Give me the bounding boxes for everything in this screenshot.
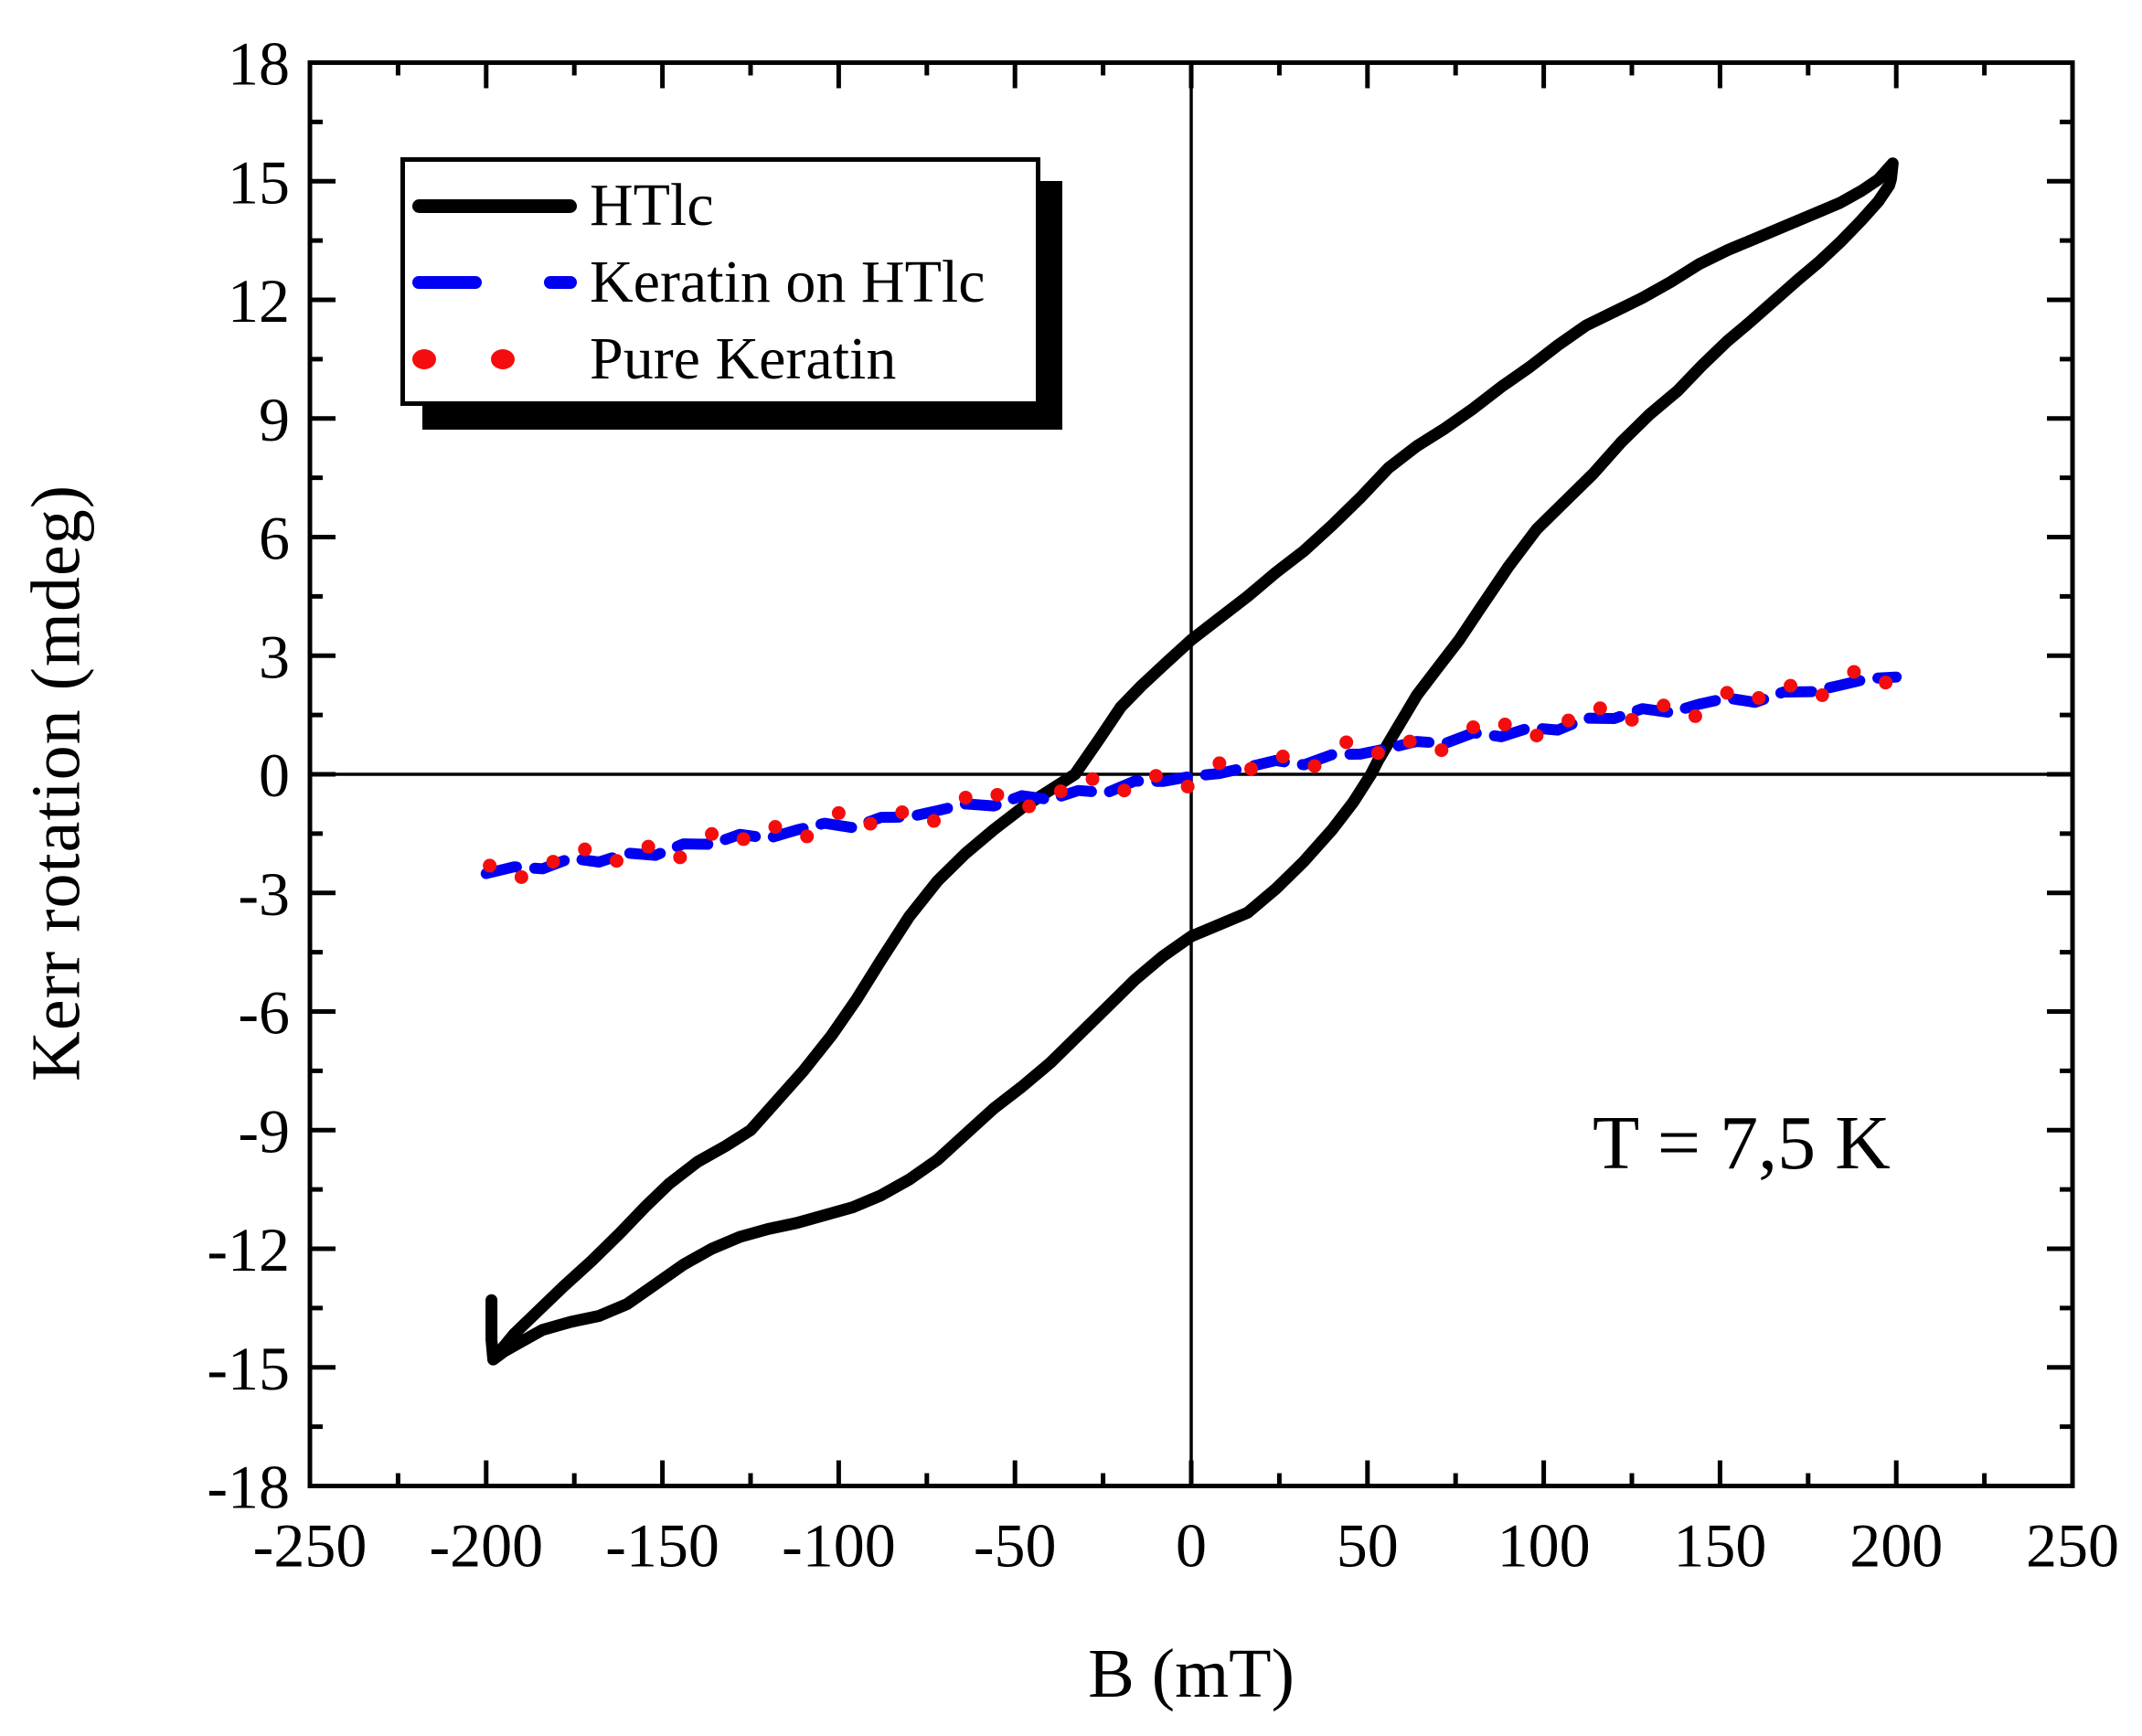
legend-item-pure-keratin: Pure Keratin <box>410 321 1036 398</box>
y-tick-label: -6 <box>238 978 290 1048</box>
series-point-pure-keratin <box>1561 713 1576 728</box>
y-tick-label: 6 <box>259 504 290 573</box>
legend-swatch-dotted-line-icon <box>410 346 579 373</box>
series-point-pure-keratin <box>1593 701 1607 716</box>
legend-swatch-dashed-line-icon <box>410 269 579 296</box>
series-point-pure-keratin <box>1212 756 1227 771</box>
series-point-pure-keratin <box>546 855 560 869</box>
series-point-pure-keratin <box>736 832 751 847</box>
series-point-pure-keratin <box>1625 712 1639 727</box>
y-tick-label: 0 <box>259 740 290 810</box>
x-tick-label: -200 <box>429 1511 543 1581</box>
series-point-pure-keratin <box>1180 779 1195 793</box>
y-tick-label: -12 <box>207 1215 290 1284</box>
y-tick-label: 18 <box>228 29 290 99</box>
y-tick-label: 15 <box>228 147 290 217</box>
series-point-pure-keratin <box>483 858 497 873</box>
series-point-pure-keratin <box>768 820 783 835</box>
x-tick-label: -250 <box>253 1511 368 1581</box>
series-point-pure-keratin <box>1720 686 1734 700</box>
series-point-pure-keratin <box>1402 734 1417 749</box>
legend-label: Pure Keratin <box>590 325 897 392</box>
series-point-pure-keratin <box>1784 678 1798 693</box>
series-point-pure-keratin <box>800 829 815 844</box>
series-point-pure-keratin <box>1434 743 1449 758</box>
series-point-pure-keratin <box>1815 688 1829 702</box>
series-point-pure-keratin <box>578 842 592 857</box>
series-point-pure-keratin <box>641 839 655 854</box>
series-point-pure-keratin <box>1465 720 1480 735</box>
series-point-pure-keratin <box>1085 772 1100 786</box>
y-tick-label: 9 <box>259 385 290 454</box>
x-axis-title: B (mT) <box>1088 1635 1295 1712</box>
series-point-pure-keratin <box>1339 735 1354 750</box>
series-line-htlc-loop <box>485 157 1899 1366</box>
series-point-pure-keratin <box>1497 718 1512 732</box>
series-point-pure-keratin <box>1688 708 1702 723</box>
series-point-pure-keratin <box>673 850 687 865</box>
series-point-pure-keratin <box>1879 676 1893 690</box>
series-point-pure-keratin <box>863 816 878 831</box>
legend-item-htlc: HTlc <box>410 167 1036 244</box>
y-tick-label: -9 <box>238 1096 290 1166</box>
dot-icon <box>491 349 515 369</box>
x-tick-label: 200 <box>1849 1511 1943 1581</box>
x-tick-label: -100 <box>782 1511 896 1581</box>
series-point-pure-keratin <box>927 814 942 828</box>
dot-icon <box>412 349 436 369</box>
x-tick-label: -150 <box>605 1511 719 1581</box>
series-point-pure-keratin <box>609 854 623 868</box>
y-tick-label: -15 <box>207 1334 290 1403</box>
x-tick-label: -50 <box>974 1511 1057 1581</box>
series-point-pure-keratin <box>1370 746 1385 761</box>
y-tick-label: -3 <box>238 859 290 929</box>
series-point-pure-keratin <box>1148 769 1163 783</box>
series-point-pure-keratin <box>990 787 1005 802</box>
solid-line-icon <box>412 199 577 213</box>
x-tick-label: 50 <box>1337 1511 1399 1581</box>
x-tick-label: 250 <box>2026 1511 2119 1581</box>
series-point-pure-keratin <box>958 791 973 805</box>
legend-item-keratin-on-htlc: Keratin on HTlc <box>410 244 1036 321</box>
legend: HTlc Keratin on HTlc Pure Keratin <box>400 157 1040 406</box>
series-point-pure-keratin <box>1053 784 1068 799</box>
series-point-pure-keratin <box>514 869 528 884</box>
x-tick-label: 100 <box>1497 1511 1591 1581</box>
y-tick-label: -18 <box>207 1453 290 1522</box>
y-tick-label: 12 <box>228 266 290 335</box>
dash-icon <box>544 276 577 289</box>
series-point-pure-keratin <box>1529 729 1544 743</box>
series-point-pure-keratin <box>895 805 910 820</box>
series-point-pure-keratin <box>1275 750 1290 764</box>
series-point-pure-keratin <box>705 826 719 841</box>
series-point-pure-keratin <box>1244 761 1259 776</box>
series-point-pure-keratin <box>1847 665 1861 679</box>
dash-icon <box>412 276 482 289</box>
series-point-pure-keratin <box>1307 759 1322 773</box>
legend-label: HTlc <box>590 172 714 239</box>
series-point-pure-keratin <box>1117 783 1132 798</box>
y-tick-label: 3 <box>259 622 290 691</box>
series-point-pure-keratin <box>831 805 846 820</box>
x-tick-label: 150 <box>1673 1511 1766 1581</box>
temperature-annotation: T = 7,5 K <box>1593 1101 1891 1186</box>
series-point-pure-keratin <box>1752 691 1766 706</box>
legend-label: Keratin on HTlc <box>590 249 986 315</box>
series-point-pure-keratin <box>1657 698 1671 713</box>
legend-swatch-solid-line-icon <box>410 192 579 219</box>
x-tick-label: 0 <box>1176 1511 1207 1581</box>
series-point-pure-keratin <box>1022 799 1037 814</box>
